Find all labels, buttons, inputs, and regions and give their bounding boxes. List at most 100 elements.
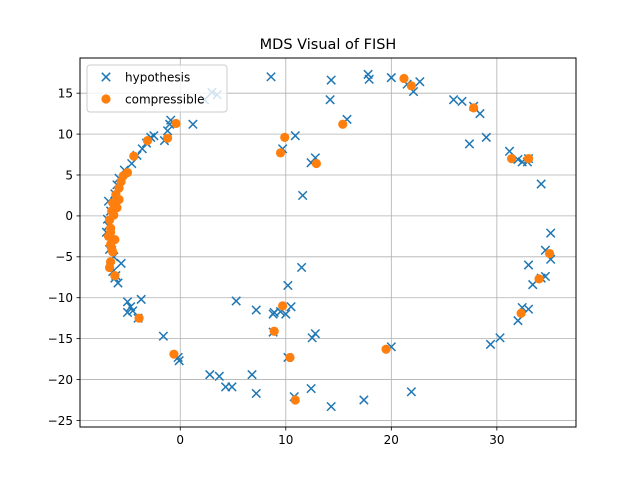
point-compressible bbox=[169, 349, 179, 359]
point-compressible bbox=[171, 118, 181, 129]
point-compressible bbox=[381, 344, 391, 354]
point-hypothesis bbox=[122, 297, 133, 307]
point-compressible bbox=[406, 81, 416, 91]
point-compressible bbox=[110, 235, 120, 245]
point-hypothesis bbox=[247, 369, 257, 380]
point-hypothesis bbox=[290, 130, 301, 141]
point-compressible bbox=[269, 326, 279, 336]
point-hypothesis bbox=[464, 139, 475, 149]
y-tick-label: 10 bbox=[58, 127, 73, 141]
point-hypothesis bbox=[386, 72, 397, 83]
x-tick-label: 10 bbox=[278, 433, 293, 447]
point-compressible bbox=[278, 301, 288, 311]
point-hypothesis bbox=[326, 75, 336, 85]
point-compressible bbox=[129, 151, 139, 161]
point-hypothesis bbox=[251, 305, 261, 315]
point-compressible bbox=[399, 73, 409, 84]
point-compressible bbox=[516, 308, 526, 318]
x-tick-label: 0 bbox=[176, 433, 184, 447]
point-hypothesis bbox=[281, 309, 291, 319]
point-hypothesis bbox=[266, 72, 276, 82]
point-hypothesis bbox=[116, 258, 126, 269]
grid-lines bbox=[80, 58, 576, 427]
y-axis: −25 −20 −15 −10 −5 0 5 10 15 bbox=[48, 86, 80, 428]
point-hypothesis bbox=[359, 395, 369, 405]
y-tick-label: −20 bbox=[48, 373, 73, 387]
point-compressible bbox=[507, 154, 517, 164]
legend-label-compressible: compressible bbox=[125, 92, 204, 106]
point-hypothesis bbox=[406, 387, 417, 397]
plot-area-frame bbox=[79, 57, 577, 428]
point-hypothesis bbox=[126, 158, 137, 169]
x-tick-label: 30 bbox=[489, 433, 504, 447]
legend: hypothesis compressible bbox=[86, 64, 228, 113]
y-tick-label: −25 bbox=[48, 414, 73, 428]
point-hypothesis bbox=[297, 190, 308, 201]
point-hypothesis bbox=[306, 383, 316, 394]
point-hypothesis bbox=[495, 333, 505, 343]
point-hypothesis bbox=[364, 74, 374, 85]
legend-marker-hypothesis bbox=[101, 72, 111, 82]
legend-marker-compressible bbox=[101, 94, 111, 104]
point-hypothesis bbox=[545, 228, 556, 238]
point-compressible bbox=[534, 274, 544, 284]
point-compressible bbox=[162, 133, 173, 143]
point-hypothesis bbox=[158, 331, 169, 341]
point-compressible bbox=[280, 132, 290, 142]
point-hypothesis bbox=[128, 306, 138, 316]
point-compressible bbox=[311, 158, 321, 169]
chart-title: MDS Visual of FISH bbox=[260, 37, 397, 53]
point-hypothesis bbox=[188, 119, 198, 130]
point-hypothesis bbox=[283, 280, 293, 291]
point-hypothesis bbox=[296, 262, 307, 273]
point-compressible bbox=[469, 103, 479, 113]
point-hypothesis bbox=[523, 304, 534, 314]
point-hypothesis bbox=[457, 96, 467, 107]
point-compressible bbox=[107, 244, 117, 254]
point-hypothesis bbox=[286, 301, 296, 312]
data-points bbox=[101, 69, 556, 412]
y-tick-label: 5 bbox=[65, 168, 73, 182]
point-hypothesis bbox=[485, 339, 496, 350]
point-compressible bbox=[110, 271, 120, 281]
point-hypothesis bbox=[231, 296, 241, 306]
point-hypothesis bbox=[326, 401, 336, 412]
x-axis: 0 10 20 30 bbox=[176, 427, 504, 447]
point-hypothesis bbox=[227, 382, 237, 392]
point-compressible bbox=[290, 395, 300, 405]
point-hypothesis bbox=[536, 179, 546, 189]
point-compressible bbox=[109, 210, 119, 220]
point-compressible bbox=[106, 227, 116, 237]
y-tick-label: −15 bbox=[48, 332, 73, 346]
point-hypothesis bbox=[448, 94, 459, 105]
legend-label-hypothesis: hypothesis bbox=[125, 70, 190, 84]
point-compressible bbox=[112, 203, 122, 213]
x-tick-label: 20 bbox=[384, 433, 399, 447]
point-hypothesis bbox=[325, 94, 335, 105]
point-hypothesis bbox=[162, 126, 173, 136]
point-hypothesis bbox=[205, 369, 215, 380]
point-hypothesis bbox=[251, 388, 261, 399]
point-compressible bbox=[104, 262, 115, 273]
point-compressible bbox=[122, 167, 133, 178]
point-compressible bbox=[338, 119, 348, 129]
point-compressible bbox=[114, 194, 124, 205]
point-compressible bbox=[275, 148, 286, 158]
series-compressible bbox=[103, 73, 555, 405]
y-tick-label: 15 bbox=[58, 86, 73, 100]
legend-box bbox=[86, 64, 228, 113]
y-tick-label: 0 bbox=[65, 209, 73, 223]
point-hypothesis bbox=[310, 328, 321, 339]
point-hypothesis bbox=[137, 144, 147, 154]
point-hypothesis bbox=[481, 132, 492, 143]
point-compressible bbox=[285, 352, 295, 363]
point-compressible bbox=[523, 154, 534, 164]
point-hypothesis bbox=[214, 371, 225, 382]
y-tick-label: −10 bbox=[48, 291, 73, 305]
y-tick-label: −5 bbox=[55, 250, 73, 264]
point-compressible bbox=[545, 248, 555, 259]
point-compressible bbox=[134, 313, 144, 323]
point-hypothesis bbox=[136, 294, 146, 305]
